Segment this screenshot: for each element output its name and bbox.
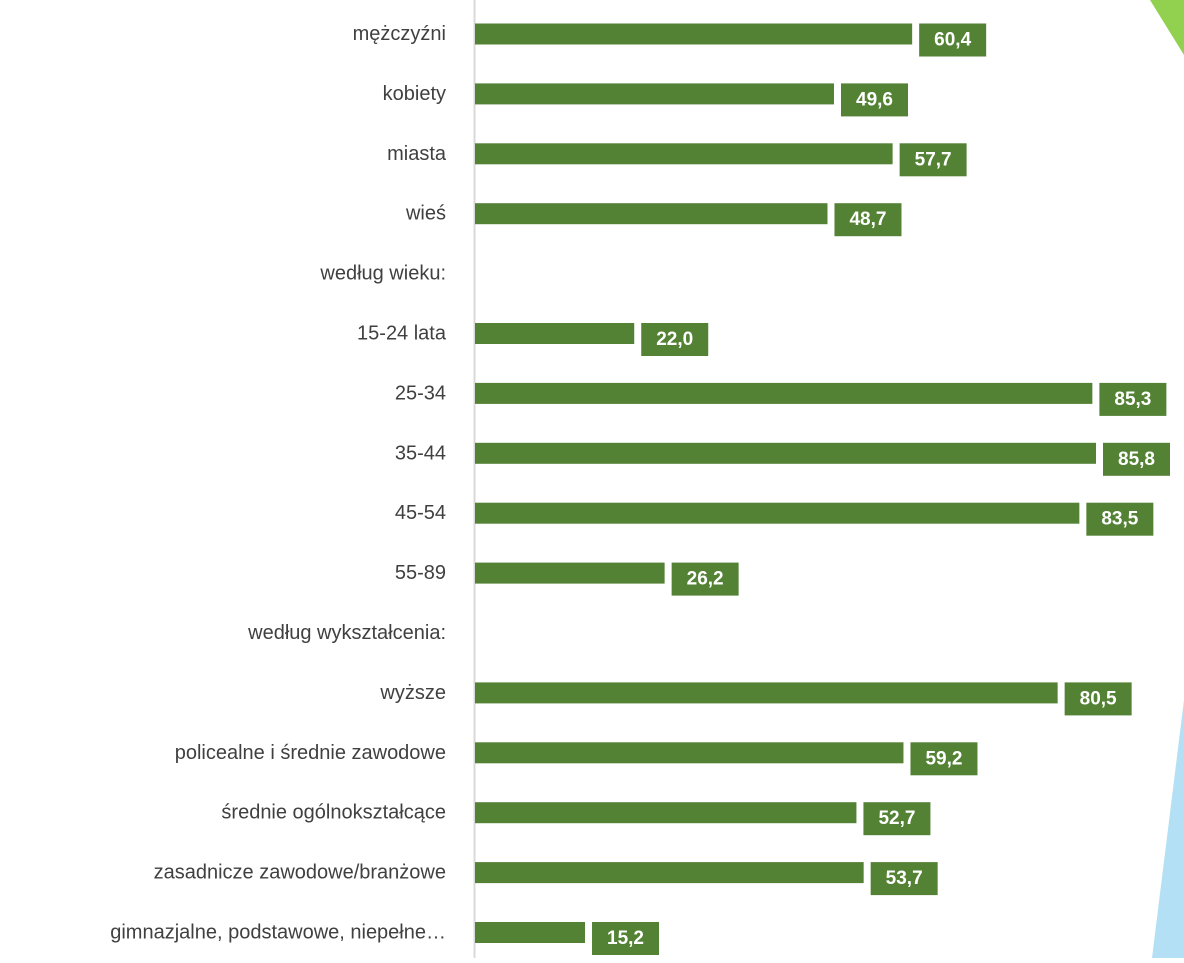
data-label-box <box>1064 682 1132 716</box>
data-label-text: 85,8 <box>1118 449 1155 470</box>
bar-zasadnicze-zawodowe-branzowe <box>475 862 864 884</box>
data-label-box <box>1086 502 1154 536</box>
data-label-text: 83,5 <box>1101 509 1138 530</box>
data-label-box <box>834 203 902 237</box>
category-label-35-44: 35-44 <box>395 442 446 464</box>
bar-15-24-lata <box>475 323 635 344</box>
data-label-35-44: 85,8 <box>1103 442 1170 476</box>
data-label-15-24-lata: 22,0 <box>641 323 709 356</box>
decorative-blue-shape <box>1152 700 1184 958</box>
data-label-box <box>671 562 739 596</box>
data-label-55-89: 26,2 <box>671 562 739 596</box>
category-label-wyzsze: wyższe <box>379 682 446 704</box>
data-label-box <box>592 922 660 955</box>
data-label-zasadnicze-zawodowe-branzowe: 53,7 <box>870 862 938 896</box>
bar-miasta <box>475 143 893 165</box>
data-label-box <box>919 23 987 57</box>
data-label-text: 22,0 <box>656 329 693 350</box>
category-label-wedlug-wieku: według wieku: <box>319 263 446 285</box>
data-label-box <box>910 742 978 776</box>
category-label-policealne-i-srednie-zawodowe: policealne i średnie zawodowe <box>175 742 446 764</box>
data-label-box <box>641 323 709 356</box>
bar-policealne-i-srednie-zawodowe <box>475 742 904 764</box>
category-label-55-89: 55-89 <box>395 562 446 584</box>
data-label-text: 85,3 <box>1114 389 1151 410</box>
decorative-green-triangle <box>1150 0 1184 55</box>
data-label-text: 57,7 <box>915 149 952 170</box>
category-label-wies: wieś <box>405 203 446 225</box>
category-label-zasadnicze-zawodowe-branzowe: zasadnicze zawodowe/branżowe <box>154 862 446 884</box>
data-label-text: 53,7 <box>886 868 923 889</box>
data-label-text: 80,5 <box>1080 688 1117 709</box>
bar-gimnazjalne-podstawowe-niepelne <box>475 922 586 943</box>
bar-kobiety <box>475 83 834 105</box>
bar-wies <box>475 203 828 225</box>
data-label-text: 52,7 <box>878 808 915 829</box>
category-label-25-34: 25-34 <box>395 382 446 404</box>
bar-35-44 <box>475 442 1096 464</box>
category-label-mezczyzni: mężczyźni <box>353 23 446 45</box>
category-label-kobiety: kobiety <box>383 83 446 105</box>
data-label-box <box>1103 442 1170 476</box>
data-label-25-34: 85,3 <box>1099 382 1167 416</box>
data-label-text: 59,2 <box>925 748 962 769</box>
category-labels: mężczyźni kobiety miasta wieś według wieku: 1… <box>110 23 447 944</box>
category-label-miasta: miasta <box>387 143 447 165</box>
category-label-45-54: 45-54 <box>395 502 446 524</box>
category-label-srednie-ogolnoksztalcace: średnie ogólnokształcące <box>221 802 446 824</box>
bar-srednie-ogolnoksztalcace <box>475 802 857 824</box>
bar-55-89 <box>475 562 665 584</box>
category-label-wedlug-wyksztalcenia: według wykształcenia: <box>247 622 446 644</box>
data-label-wyzsze: 80,5 <box>1064 682 1132 716</box>
data-label-wies: 48,7 <box>834 203 902 237</box>
data-label-box <box>899 143 967 177</box>
data-label-box <box>863 802 931 836</box>
bar-25-34 <box>475 382 1093 404</box>
data-label-box <box>1099 382 1167 416</box>
data-label-text: 26,2 <box>687 569 724 590</box>
data-label-srednie-ogolnoksztalcace: 52,7 <box>863 802 931 836</box>
data-label-45-54: 83,5 <box>1086 502 1154 536</box>
data-label-text: 15,2 <box>607 928 644 949</box>
data-label-mezczyzni: 60,4 <box>919 23 987 57</box>
bar-wyzsze <box>475 682 1058 704</box>
data-label-box <box>870 862 938 896</box>
data-label-text: 49,6 <box>856 89 893 110</box>
data-label-gimnazjalne-podstawowe-niepelne: 15,2 <box>592 922 660 955</box>
bar-mezczyzni <box>475 23 913 45</box>
data-label-kobiety: 49,6 <box>840 83 908 117</box>
data-label-box <box>840 83 908 117</box>
data-label-text: 48,7 <box>849 209 886 230</box>
data-label-miasta: 57,7 <box>899 143 967 177</box>
bar-45-54 <box>475 502 1080 524</box>
category-label-gimnazjalne-podstawowe-niepelne: gimnazjalne, podstawowe, niepełne… <box>110 922 446 944</box>
category-label-15-24-lata: 15-24 lata <box>357 323 447 345</box>
bars-layer <box>475 23 1096 943</box>
data-label-text: 60,4 <box>934 30 971 51</box>
value-labels: 60,4 49,6 57,7 48,7 22,0 85,3 85,8 83,5 26,2 80,5… <box>592 23 1170 955</box>
data-label-policealne-i-srednie-zawodowe: 59,2 <box>910 742 978 776</box>
